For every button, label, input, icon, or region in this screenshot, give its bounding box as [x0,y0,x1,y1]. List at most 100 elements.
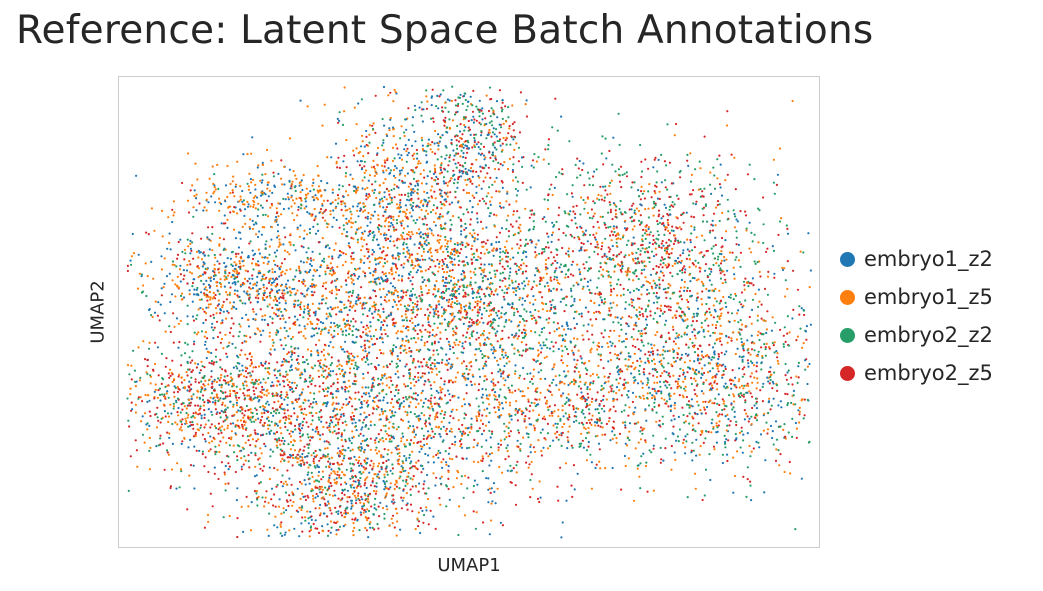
scatter-point [473,136,476,140]
scatter-point [469,223,472,226]
scatter-point [418,259,421,262]
scatter-point [266,183,269,186]
scatter-point [395,303,398,307]
scatter-point [614,212,618,216]
scatter-point [471,235,474,239]
scatter-point [321,204,324,207]
scatter-point [371,239,375,242]
scatter-point [345,329,348,332]
scatter-point [556,129,559,132]
scatter-point [277,234,280,237]
scatter-point [548,331,551,335]
scatter-point [318,390,321,393]
scatter-point [400,224,403,227]
scatter-point [413,190,416,193]
scatter-point [257,297,260,300]
scatter-point [252,199,255,202]
scatter-point [671,247,674,250]
scatter-point [148,308,151,312]
scatter-point [473,133,476,136]
scatter-point [330,202,333,205]
scatter-point [408,368,411,371]
scatter-point [305,187,308,190]
scatter-point [261,179,264,182]
scatter-point [195,193,198,196]
scatter-point [394,176,397,179]
scatter-point [454,104,458,107]
scatter-point [381,271,384,274]
scatter-point [192,215,195,218]
scatter-point [411,170,414,173]
scatter-point [354,361,357,364]
scatter-point [313,285,316,289]
scatter-point [431,333,434,337]
scatter-point [369,221,372,224]
scatter-point [762,196,765,199]
scatter-point [319,208,323,211]
scatter-point [411,116,414,119]
scatter-point [410,337,413,340]
scatter-point [462,165,465,168]
scatter-point [544,377,547,380]
scatter-point [618,174,621,177]
scatter-point [480,251,483,255]
scatter-point [203,335,206,338]
scatter-point [457,140,461,143]
scatter-point [270,283,273,286]
scatter-point [441,110,445,113]
scatter-point [552,345,555,348]
scatter-point [255,233,258,236]
scatter-point [716,200,720,203]
scatter-point [466,263,470,266]
scatter-point [608,335,611,338]
scatter-point [229,211,232,214]
scatter-point [193,194,196,198]
scatter-point [290,291,293,294]
scatter-point [225,317,228,320]
scatter-point [382,287,385,290]
scatter-point [361,307,364,310]
scatter-point [505,136,508,139]
scatter-point [478,110,481,114]
scatter-point [485,195,488,198]
scatter-point [361,245,364,248]
scatter-point [408,211,411,214]
scatter-point [648,246,651,249]
scatter-point [635,251,638,254]
scatter-point [322,257,326,260]
scatter-point [609,294,612,297]
scatter-point [600,248,603,251]
scatter-point [469,199,472,203]
scatter-point [442,250,445,253]
scatter-point [284,272,287,275]
scatter-point [323,103,326,106]
scatter-point [692,216,696,219]
scatter-point [373,342,377,345]
scatter-point [163,312,166,315]
scatter-point [445,337,449,340]
scatter-point [578,249,581,252]
scatter-point [380,326,383,329]
scatter-point [487,207,490,210]
scatter-point [686,159,689,162]
scatter-point [426,100,429,103]
scatter-point [638,373,641,376]
scatter-point [434,249,437,252]
scatter-point [476,238,479,241]
scatter-point [772,181,776,184]
scatter-point [363,238,366,241]
scatter-point [474,281,477,284]
scatter-point [447,210,450,213]
scatter-point [464,222,467,225]
scatter-point [254,262,257,265]
scatter-point [447,287,451,290]
scatter-point [508,203,511,206]
scatter-point [467,243,470,246]
scatter-point [541,247,544,251]
scatter-point [403,181,406,184]
scatter-point [315,284,318,287]
scatter-point [214,256,217,259]
scatter-point [427,142,430,145]
scatter-point [609,302,612,305]
scatter-point [530,209,534,212]
